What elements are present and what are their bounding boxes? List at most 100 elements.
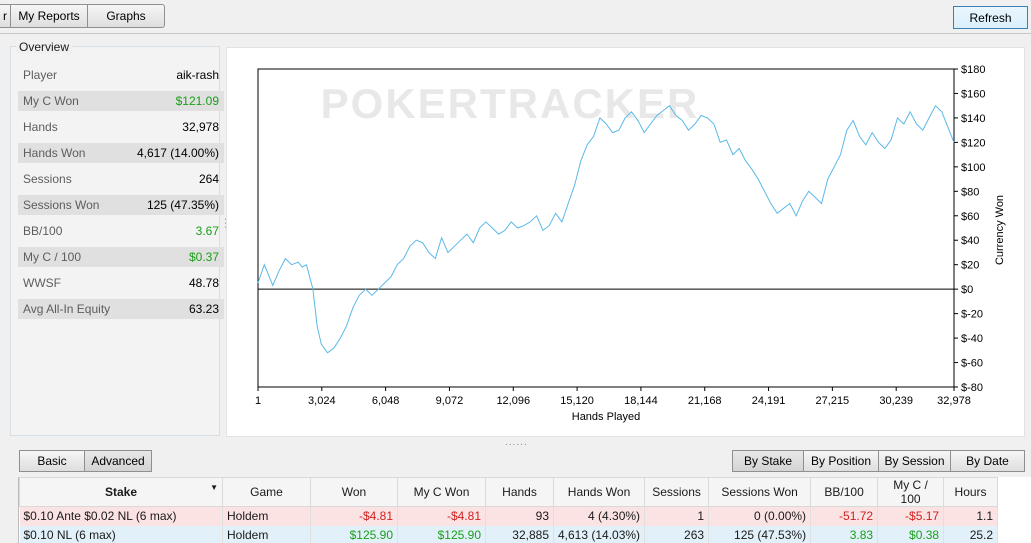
cell-my-c-won: $125.90 — [397, 525, 486, 543]
watermark-text: POKERTRACKER — [321, 80, 700, 127]
overview-row: Player aik-rash — [18, 65, 224, 85]
overview-panel — [10, 46, 220, 436]
tab-graphs[interactable]: Graphs — [87, 4, 165, 28]
x-tick-label: 6,048 — [372, 395, 400, 407]
cell-sessions-won: 125 (47.53%) — [708, 525, 812, 543]
tab-by-session[interactable]: By Session — [878, 450, 951, 472]
col-header-game[interactable]: Game — [222, 477, 311, 507]
overview-row: Avg All-In Equity 63.23 — [18, 299, 224, 319]
col-header-my-c-100[interactable]: My C / 100 — [877, 477, 945, 507]
overview-label: BB/100 — [23, 224, 63, 238]
col-header-won[interactable]: Won — [310, 477, 398, 507]
y-tick-label: $-20 — [961, 309, 983, 321]
x-tick-label: 3,024 — [308, 395, 336, 407]
y-tick-label: $20 — [961, 260, 979, 272]
tab-by-position[interactable]: By Position — [803, 450, 879, 472]
overview-row: My C / 100 $0.37 — [18, 247, 224, 267]
overview-value: 48.78 — [188, 276, 219, 290]
table-row[interactable]: $0.10 NL (6 max) Holdem $125.90 $125.90 … — [19, 525, 999, 543]
tab-cut[interactable]: r — [0, 4, 11, 28]
cell-stake: $0.10 Ante $0.02 NL (6 max) — [19, 506, 223, 526]
x-tick-label: 9,072 — [436, 395, 464, 407]
overview-label: Avg All-In Equity — [23, 302, 111, 316]
overview-rows: Player aik-rash My C Won $121.09 Hands 32,978… — [14, 65, 224, 335]
series-line — [257, 104, 955, 354]
y-tick-label: $-40 — [961, 333, 983, 345]
overview-label: Player — [23, 68, 58, 82]
y-tick-label: $60 — [961, 211, 979, 223]
cell-hours: 25.2 — [943, 525, 999, 543]
graph-panel: POKERTRACKER $180 $160 $140 $120 $100 $80 $60 $… — [226, 47, 1025, 437]
profit-chart: POKERTRACKER $180$160$140$120$100$80$60$… — [255, 64, 1006, 423]
table-row[interactable]: $0.10 Ante $0.02 NL (6 max) Holdem -$4.8… — [19, 506, 999, 526]
cell-hands-won: 4,613 (14.03%) — [553, 525, 646, 543]
x-tick-label: 21,168 — [688, 395, 722, 407]
overview-label: My C Won — [23, 94, 79, 108]
tab-advanced[interactable]: Advanced — [84, 450, 152, 472]
cell-won: -$4.81 — [310, 506, 398, 526]
y-axis: $180 $160 $140 $120 $100 $80 $60 $40 $20 $0 $-20 $-… — [954, 64, 985, 394]
y-tick-label: $-80 — [961, 382, 983, 394]
overview-label: Hands Won — [23, 146, 86, 160]
refresh-button[interactable]: Refresh — [953, 6, 1028, 29]
y-tick-label: $140 — [961, 113, 985, 125]
overview-value: 63.23 — [188, 302, 219, 316]
overview-value: 264 — [198, 172, 219, 186]
toolbar-divider — [0, 33, 1031, 34]
y-tick-label: $80 — [961, 186, 979, 198]
x-tick-label: 27,215 — [816, 395, 850, 407]
tab-my-reports[interactable]: My Reports — [10, 4, 88, 28]
horizontal-splitter[interactable]: ...... — [505, 437, 528, 448]
x-tick-label: 18,144 — [624, 395, 658, 407]
overview-label: Sessions Won — [23, 198, 100, 212]
col-header-my-c-won[interactable]: My C Won — [397, 477, 486, 507]
sort-desc-icon: ▼ — [210, 483, 218, 492]
overview-value: 4,617 (14.00%) — [136, 146, 219, 160]
overview-value: aik-rash — [176, 68, 219, 82]
cell-my-c-100: -$5.17 — [877, 506, 945, 526]
cell-stake: $0.10 NL (6 max) — [19, 525, 223, 543]
y-tick-label: $160 — [961, 88, 985, 100]
cell-game: Holdem — [222, 506, 311, 526]
overview-value: 32,978 — [182, 120, 219, 134]
col-header-sessions-won[interactable]: Sessions Won — [708, 477, 812, 507]
cell-sessions: 1 — [644, 506, 710, 526]
col-header-sessions[interactable]: Sessions — [644, 477, 710, 507]
col-header-hours[interactable]: Hours — [943, 477, 999, 507]
x-tick-label: 1 — [255, 395, 261, 407]
overview-row: BB/100 3.67 — [18, 221, 224, 241]
tab-by-stake[interactable]: By Stake — [732, 450, 804, 472]
cell-bb100: 3.83 — [810, 525, 879, 543]
overview-label: WWSF — [23, 276, 61, 290]
stats-table-container: Stake ▼ Game Won My C Won Hands Hands Won… — [18, 477, 1031, 543]
stats-table: Stake ▼ Game Won My C Won Hands Hands Won… — [19, 477, 999, 543]
y-tick-label: $-60 — [961, 358, 983, 370]
tab-by-date[interactable]: By Date — [950, 450, 1025, 472]
cell-hours: 1.1 — [943, 506, 999, 526]
y-tick-label: $100 — [961, 162, 985, 174]
x-axis: 1 3,024 6,048 9,072 12,096 15,120 18,144 21,168… — [255, 387, 971, 407]
col-header-bb100[interactable]: BB/100 — [810, 477, 879, 507]
y-tick-label: $0 — [961, 284, 973, 296]
x-tick-label: 24,191 — [752, 395, 786, 407]
overview-value: $121.09 — [175, 94, 219, 108]
overview-row: Sessions 264 — [18, 169, 224, 189]
overview-label: Hands — [23, 120, 58, 134]
overview-value: 125 (47.35%) — [146, 198, 219, 212]
overview-row: My C Won $121.09 — [18, 91, 224, 111]
overview-row: WWSF 48.78 — [18, 273, 224, 293]
cell-bb100: -51.72 — [810, 506, 879, 526]
cell-hands-won: 4 (4.30%) — [553, 506, 646, 526]
plot-area — [257, 68, 955, 388]
cell-won: $125.90 — [310, 525, 398, 543]
col-header-stake[interactable]: Stake ▼ — [19, 477, 223, 507]
cell-sessions-won: 0 (0.00%) — [708, 506, 812, 526]
tab-basic[interactable]: Basic — [19, 450, 85, 472]
overview-row: Sessions Won 125 (47.35%) — [18, 195, 224, 215]
x-tick-label: 32,978 — [937, 395, 971, 407]
col-header-hands-won[interactable]: Hands Won — [552, 477, 646, 507]
col-header-hands[interactable]: Hands — [485, 477, 554, 507]
x-axis-label: Hands Played — [572, 411, 641, 423]
x-tick-label: 30,239 — [879, 395, 913, 407]
y-axis-label: Currency Won — [994, 195, 1006, 265]
